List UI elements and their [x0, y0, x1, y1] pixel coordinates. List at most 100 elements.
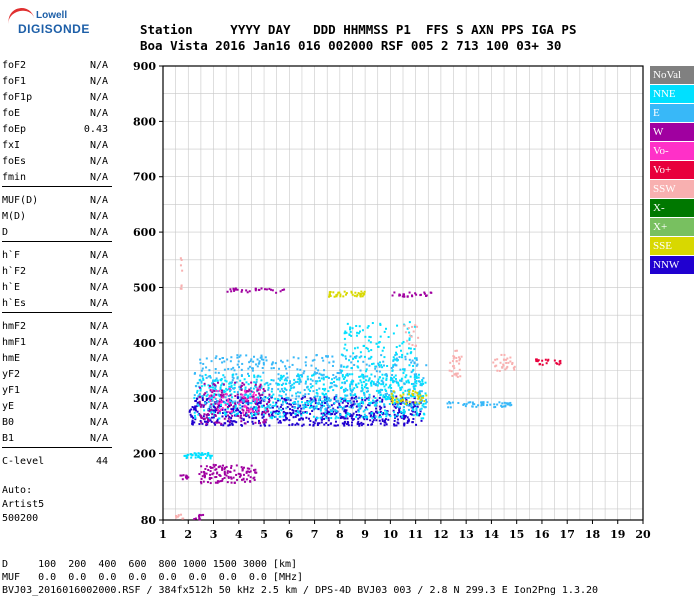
echo-point-w	[415, 293, 418, 296]
echo-point-nnw	[308, 423, 311, 426]
echo-point-w	[213, 389, 216, 392]
echo-point-sse	[412, 393, 415, 396]
echo-point-e	[395, 380, 398, 383]
echo-point-nnw	[369, 419, 372, 422]
echo-point-w	[234, 381, 237, 384]
echo-point-w	[239, 474, 242, 477]
echo-point-w	[205, 413, 208, 416]
echo-point-w	[241, 382, 244, 385]
echo-point-e	[342, 354, 345, 357]
echo-point-nne	[186, 453, 189, 456]
echo-point-ssw	[414, 345, 417, 348]
echo-point-nne	[309, 389, 312, 392]
echo-point-nnw	[326, 410, 329, 413]
echo-point-w	[269, 288, 272, 291]
echo-point-nne	[323, 394, 326, 397]
echo-point-nne	[294, 413, 297, 416]
echo-point-nne	[398, 399, 401, 402]
echo-point-nne	[204, 373, 207, 376]
echo-point-w	[223, 417, 226, 420]
echo-point-nne	[408, 321, 411, 324]
echo-point-e	[265, 382, 268, 385]
echo-point-e	[300, 373, 303, 376]
echo-point-w	[245, 406, 248, 409]
echo-point-w	[226, 470, 229, 473]
echo-point-w	[226, 471, 229, 474]
echo-point-e	[261, 366, 264, 369]
echo-point-w	[223, 468, 226, 471]
param-value: N/A	[89, 108, 108, 119]
echo-point-e	[501, 405, 504, 408]
echo-point-nne	[350, 367, 353, 370]
echo-point-nnw	[274, 410, 277, 413]
echo-point-e	[410, 371, 413, 374]
echo-point-nnw	[241, 402, 244, 405]
echo-point-w	[211, 391, 214, 394]
echo-point-e	[402, 402, 405, 405]
echo-point-nne	[259, 375, 262, 378]
echo-point-nne	[344, 343, 347, 346]
echo-point-nne	[231, 373, 234, 376]
echo-point-w	[194, 517, 197, 520]
echo-point-nnw	[230, 408, 233, 411]
echo-point-nne	[378, 382, 381, 385]
echo-point-nnw	[277, 410, 280, 413]
echo-point-nne	[380, 412, 383, 415]
echo-point-vominus	[258, 388, 261, 391]
echo-point-e	[382, 381, 385, 384]
echo-point-nne	[247, 394, 250, 397]
echo-point-sse	[418, 402, 421, 405]
echo-point-e	[316, 395, 319, 398]
echo-point-nnw	[379, 408, 382, 411]
echo-point-nne	[213, 393, 216, 396]
echo-point-vominus	[227, 410, 230, 413]
echo-point-w	[243, 414, 246, 417]
echo-point-sse	[390, 392, 393, 395]
echo-point-nnw	[374, 400, 377, 403]
param-row: C-level 44	[0, 454, 114, 470]
echo-point-nne	[361, 388, 364, 391]
echo-point-e	[296, 375, 299, 378]
echo-point-nne	[339, 406, 342, 409]
echo-point-nne	[420, 384, 423, 387]
param-name: MUF(D)	[2, 195, 39, 206]
echo-point-ssw	[499, 361, 502, 364]
echo-point-e	[349, 387, 352, 390]
echo-point-nne	[254, 399, 257, 402]
echo-point-w	[237, 415, 240, 418]
echo-point-vominus	[250, 407, 253, 410]
echo-point-nnw	[381, 398, 384, 401]
echo-point-w	[210, 466, 213, 469]
echo-point-w	[221, 479, 224, 482]
echo-point-e	[280, 387, 283, 390]
echo-point-nne	[261, 405, 264, 408]
echo-point-nnw	[282, 418, 285, 421]
param-name: yE	[2, 401, 15, 412]
echo-point-nne	[369, 357, 372, 360]
echo-point-nnw	[195, 409, 198, 412]
echo-point-ssw	[455, 374, 458, 377]
echo-point-nne	[384, 327, 387, 330]
param-name: M(D)	[2, 211, 27, 222]
echo-point-e	[277, 377, 280, 380]
echo-point-nne	[366, 387, 369, 390]
echo-point-nne	[384, 409, 387, 412]
echo-point-e	[256, 375, 259, 378]
echo-point-nne	[366, 347, 369, 350]
x-tick-label: 2	[184, 528, 192, 541]
echo-point-e	[200, 380, 203, 383]
echo-point-nnw	[372, 414, 375, 417]
echo-point-e	[297, 357, 300, 360]
echo-point-e	[447, 406, 450, 409]
echo-point-w	[215, 407, 218, 410]
echo-point-e	[407, 397, 410, 400]
echo-point-nne	[285, 396, 288, 399]
echo-point-nne	[397, 381, 400, 384]
echo-point-nnw	[344, 405, 347, 408]
echo-point-nnw	[305, 416, 308, 419]
echo-point-sse	[423, 400, 426, 403]
echo-point-e	[383, 404, 386, 407]
echo-point-nne	[224, 390, 227, 393]
echo-point-nne	[316, 380, 319, 383]
echo-point-w	[206, 481, 209, 484]
